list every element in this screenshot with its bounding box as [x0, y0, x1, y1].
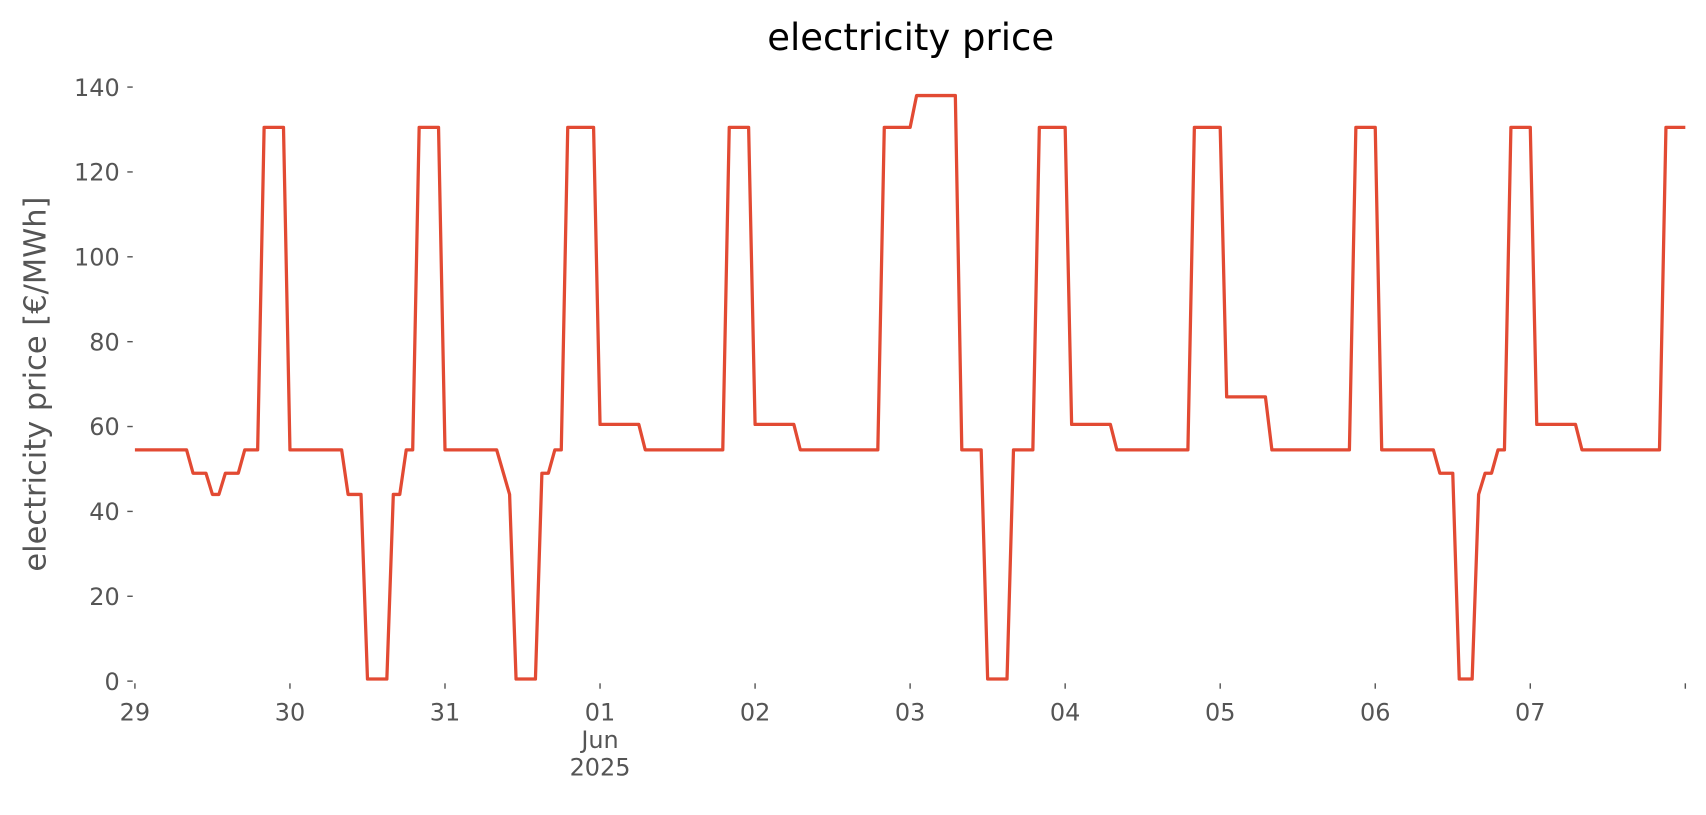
- x-tick-label: 30: [275, 698, 305, 726]
- y-tick-label: 0: [104, 668, 119, 696]
- x-tick-label: 29: [120, 698, 150, 726]
- y-tick-label: 60: [89, 413, 119, 441]
- x-tick-label: 05: [1205, 698, 1235, 726]
- y-tick-label: 120: [74, 159, 120, 187]
- chart-title: electricity price: [767, 16, 1054, 59]
- y-tick-label: 140: [74, 74, 120, 102]
- y-axis-label: electricity price [€/MWh]: [19, 197, 54, 572]
- x-tick-label: 07: [1515, 698, 1545, 726]
- x-tick-label: 01 Jun 2025: [570, 698, 631, 781]
- line-series: [134, 93, 1686, 681]
- x-tick-label: 04: [1050, 698, 1080, 726]
- y-tick-label: 20: [89, 583, 119, 611]
- x-tick-label: 06: [1360, 698, 1390, 726]
- y-tick-label: 40: [89, 498, 119, 526]
- y-tick-label: 80: [89, 328, 119, 356]
- y-tick-label: 100: [74, 244, 120, 272]
- x-tick-label: 31: [430, 698, 460, 726]
- x-tick-label: 03: [895, 698, 925, 726]
- x-tick-label: 02: [740, 698, 770, 726]
